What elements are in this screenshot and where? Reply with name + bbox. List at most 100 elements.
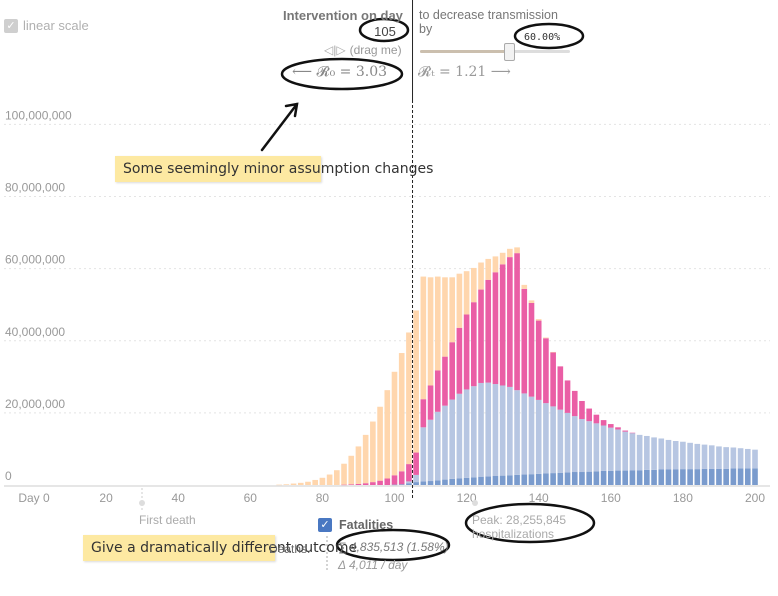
bar-segment bbox=[406, 332, 412, 465]
x-tick-label: 20 bbox=[99, 491, 113, 505]
transmission-slider-fill bbox=[420, 50, 508, 53]
intervention-day-input[interactable]: 105 bbox=[374, 24, 396, 39]
bar-segment bbox=[528, 300, 535, 303]
deaths-rate: Δ 4,011 / day bbox=[338, 558, 408, 572]
x-tick-label: 120 bbox=[457, 491, 477, 505]
bar-segment bbox=[326, 474, 333, 485]
bar-segment bbox=[514, 253, 520, 391]
annotation-arrow bbox=[260, 102, 299, 152]
x-tick-label: 180 bbox=[673, 491, 693, 505]
reduction-line-2: by bbox=[419, 22, 433, 36]
bar-segment bbox=[463, 271, 470, 315]
y-tick-label: 0 bbox=[5, 469, 12, 483]
transmission-slider-handle[interactable] bbox=[504, 43, 515, 61]
bar-segment bbox=[297, 482, 304, 485]
bar-segment bbox=[730, 468, 737, 485]
bar-segment bbox=[449, 399, 455, 479]
bar-segment bbox=[420, 481, 427, 485]
bar-segment bbox=[449, 277, 455, 343]
bar-segment bbox=[470, 477, 477, 485]
bar-segment bbox=[492, 384, 499, 476]
bar-segment bbox=[658, 438, 665, 470]
bar-segment bbox=[355, 483, 362, 485]
bar-segment bbox=[629, 470, 636, 485]
highlight-circle-percent bbox=[513, 22, 585, 50]
bar-segment bbox=[485, 476, 492, 485]
y-tick-label: 20,000,000 bbox=[5, 397, 65, 411]
bar-segment bbox=[716, 446, 722, 469]
bar-segment bbox=[348, 484, 355, 485]
bar-segment bbox=[708, 468, 715, 485]
bar-segment bbox=[636, 470, 643, 485]
deaths-label: Deaths. bbox=[269, 542, 311, 556]
bar-segment bbox=[406, 483, 412, 485]
bar-segment bbox=[334, 470, 340, 485]
bar-segment bbox=[499, 385, 506, 476]
bar-segment bbox=[463, 314, 470, 390]
checkbox-icon[interactable]: ✓ bbox=[4, 18, 18, 33]
bar-segment bbox=[716, 468, 722, 485]
bar-segment bbox=[398, 471, 405, 485]
bar-segment bbox=[550, 473, 556, 485]
bar-segment bbox=[514, 474, 520, 485]
x-tick-label: 160 bbox=[601, 491, 621, 505]
drag-hint-label: (drag me) bbox=[349, 43, 402, 57]
bar-segment bbox=[362, 434, 369, 484]
bar-segment bbox=[427, 277, 434, 386]
bar-segment bbox=[615, 470, 621, 485]
bar-segment bbox=[701, 468, 708, 485]
transmission-percent: 60.00% bbox=[524, 32, 561, 43]
bar-segment bbox=[470, 267, 477, 303]
bar-segment bbox=[535, 399, 542, 474]
bar-segment bbox=[290, 483, 297, 485]
annotation-note-assumptions: Some seemingly minor assumption changes bbox=[115, 156, 433, 182]
bar-segment bbox=[543, 403, 549, 474]
bar-segment bbox=[622, 470, 629, 485]
linear-scale-toggle[interactable]: ✓ linear scale bbox=[4, 18, 89, 33]
bar-segment bbox=[427, 419, 434, 482]
bar-segment bbox=[571, 390, 578, 417]
bar-segment bbox=[701, 444, 708, 469]
bar-segment bbox=[305, 481, 311, 485]
bar-segment bbox=[492, 256, 499, 273]
bar-segment bbox=[550, 352, 556, 407]
bar-segment bbox=[442, 356, 448, 406]
deaths-total: ∑ 4,835,513 (1.58%) bbox=[338, 540, 449, 554]
bar-segment bbox=[586, 421, 592, 472]
bar-segment bbox=[521, 474, 528, 485]
bar-segment bbox=[607, 470, 614, 485]
bar-segment bbox=[283, 484, 290, 485]
bar-segment bbox=[377, 406, 383, 481]
transmission-reduction-label: to decrease transmission by bbox=[419, 8, 558, 36]
bar-segment bbox=[514, 247, 520, 254]
first-death-marker bbox=[139, 500, 145, 506]
bar-segment bbox=[413, 310, 419, 453]
bar-segment bbox=[723, 447, 729, 469]
bar-segment bbox=[557, 366, 564, 410]
drag-hint[interactable]: ◁|▷ (drag me) bbox=[324, 43, 402, 57]
bar-segment bbox=[384, 390, 391, 479]
y-tick-label: 100,000,000 bbox=[5, 108, 72, 122]
bar-segment bbox=[456, 393, 463, 479]
drag-handle-icon[interactable]: ◁|▷ bbox=[324, 43, 346, 57]
bar-segment bbox=[485, 279, 492, 383]
bar-segment bbox=[413, 482, 419, 485]
bar-segment bbox=[355, 446, 362, 484]
bar-segment bbox=[737, 448, 744, 469]
bar-segment bbox=[507, 475, 513, 485]
bar-segment bbox=[752, 468, 758, 485]
bar-segment bbox=[622, 430, 629, 432]
bar-segment bbox=[528, 396, 535, 475]
bar-segment bbox=[737, 468, 744, 485]
bar-segment bbox=[593, 414, 600, 424]
bar-segment bbox=[514, 390, 520, 475]
bar-segment bbox=[470, 386, 477, 478]
bar-segment bbox=[615, 427, 621, 430]
bar-segment bbox=[744, 448, 751, 469]
fatalities-checkbox[interactable]: ✓ bbox=[318, 518, 332, 532]
reduction-line-1: to decrease transmission bbox=[419, 8, 558, 22]
highlight-circle-r0 bbox=[280, 57, 404, 91]
x-tick-label: 80 bbox=[316, 491, 330, 505]
first-death-label: First death bbox=[139, 513, 196, 527]
bar-segment bbox=[398, 353, 405, 472]
